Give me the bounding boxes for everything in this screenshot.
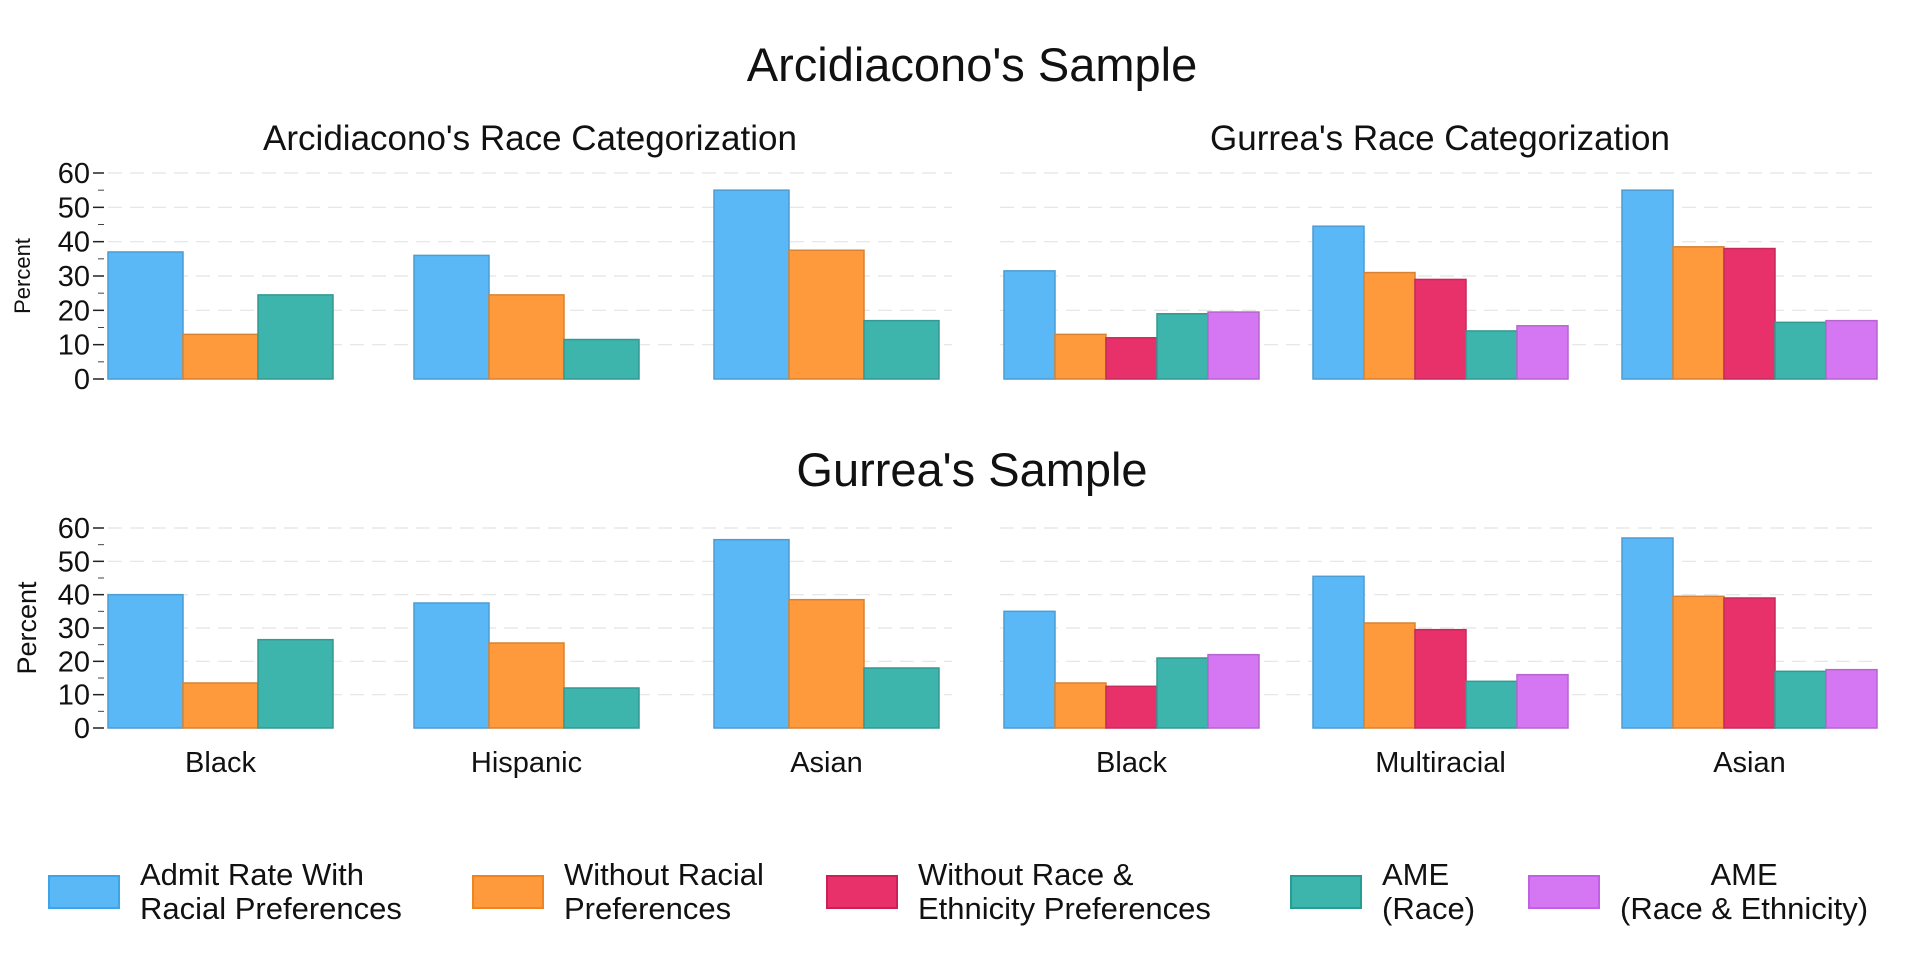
bar-r2-p2-black-ame-race-eth (1207, 653, 1260, 729)
bar-r1-p2-multiracial-without-race-eth (1414, 278, 1467, 380)
legend-label-ame-race-ethnicity: AME (Race & Ethnicity) (1620, 857, 1869, 926)
y-tick-label-1-20: 20 (58, 295, 90, 327)
legend-swatch-without-racial (472, 875, 544, 909)
x-category-label-p1-black: Black (185, 747, 256, 779)
bar-r2-p2-asian-without-race-eth (1723, 597, 1776, 729)
y-tick-label-1-60: 60 (58, 158, 90, 190)
x-category-label-p2-multiracial: Multiracial (1375, 747, 1506, 779)
bar-r2-p2-multiracial-ame-race-eth (1516, 673, 1569, 729)
bar-r1-p1-black-without-racial (182, 333, 259, 380)
bar-r1-p2-multiracial-without-racial (1363, 271, 1416, 380)
bar-r1-p2-asian-without-race-eth (1723, 247, 1776, 380)
panel-title-2: Gurrea's Race Categorization (1210, 119, 1670, 158)
bar-r1-p1-black-ame-race (257, 294, 334, 380)
bar-r2-p2-black-admit (1003, 610, 1056, 729)
legend-swatch-ame-race-ethnicity (1528, 875, 1600, 909)
bar-r2-p2-multiracial-admit (1312, 575, 1365, 729)
legend-swatch-admit (48, 875, 120, 909)
legend-item-ame-race-ethnicity: AME (Race & Ethnicity) (1528, 858, 1868, 926)
bar-r2-p1-black-without-racial (182, 682, 259, 729)
bar-r2-p1-black-admit (107, 593, 184, 729)
bar-r2-p2-black-without-racial (1054, 682, 1107, 729)
y-tick-label-2-50: 50 (58, 546, 90, 578)
legend-item-ame-race: AME (Race) (1290, 858, 1475, 926)
bar-r1-p1-hispanic-ame-race (563, 338, 640, 380)
y-tick-label-2-10: 10 (58, 680, 90, 712)
bar-r2-p1-black-ame-race (257, 638, 334, 729)
bar-r2-p1-hispanic-admit (413, 602, 490, 729)
y-tick-label-1-30: 30 (58, 261, 90, 293)
bar-r1-p1-hispanic-admit (413, 254, 490, 380)
bar-r2-p2-asian-ame-race-eth (1825, 668, 1878, 729)
legend-item-without-race-ethnicity: Without Race & Ethnicity Preferences (826, 858, 1211, 926)
y-tick-label-1-40: 40 (58, 227, 90, 259)
bar-r2-p2-black-ame-race (1156, 657, 1209, 729)
bar-r2-p2-multiracial-without-race-eth (1414, 628, 1467, 729)
y-tick-label-2-0: 0 (74, 713, 90, 745)
legend-label-without-racial: Without Racial Preferences (564, 857, 764, 926)
bar-r1-p2-black-admit (1003, 270, 1056, 380)
bar-r1-p2-multiracial-ame-race (1465, 330, 1518, 380)
x-category-label-p2-black: Black (1096, 747, 1167, 779)
panel-title-1: Arcidiacono's Race Categorization (263, 119, 797, 158)
legend-label-admit: Admit Rate With Racial Preferences (140, 857, 402, 926)
bar-r1-p2-black-ame-race-eth (1207, 311, 1260, 380)
bar-r1-p2-multiracial-admit (1312, 225, 1365, 380)
bar-r1-p2-black-without-racial (1054, 333, 1107, 380)
y-tick-label-1-50: 50 (58, 192, 90, 224)
legend-swatch-without-race-ethnicity (826, 875, 898, 909)
bar-r2-p2-black-without-race-eth (1105, 685, 1158, 729)
bar-r2-p1-asian-ame-race (863, 667, 940, 729)
row-title-1: Arcidiacono's Sample (747, 38, 1197, 91)
bar-r2-p1-hispanic-ame-race (563, 687, 640, 729)
bar-r1-p2-asian-admit (1621, 189, 1674, 380)
bar-r1-p2-asian-ame-race (1774, 321, 1827, 380)
bar-r1-p2-black-without-race-eth (1105, 337, 1158, 380)
y-tick-label-1-10: 10 (58, 330, 90, 362)
bar-r2-p2-asian-ame-race (1774, 670, 1827, 729)
y-axis-label-2: Percent (12, 581, 42, 675)
legend-label-without-race-ethnicity: Without Race & Ethnicity Preferences (918, 857, 1211, 926)
legend-label-ame-race: AME (Race) (1382, 857, 1476, 926)
bar-r1-p2-asian-without-racial (1672, 246, 1725, 380)
x-category-label-p1-asian: Asian (790, 747, 863, 779)
bar-r1-p1-hispanic-without-racial (488, 294, 565, 380)
y-axis-label-1: Percent (10, 238, 35, 314)
bar-r1-p1-asian-admit (713, 189, 790, 380)
legend-item-without-racial: Without Racial Preferences (472, 858, 764, 926)
bar-r1-p1-asian-ame-race (863, 319, 940, 380)
y-tick-label-2-60: 60 (58, 513, 90, 545)
legend-swatch-ame-race (1290, 875, 1362, 909)
bar-r2-p1-asian-without-racial (788, 598, 865, 729)
row-title-2: Gurrea's Sample (796, 443, 1147, 496)
y-tick-label-1-0: 0 (74, 364, 90, 396)
y-tick-label-2-30: 30 (58, 613, 90, 645)
bar-r1-p2-black-ame-race (1156, 313, 1209, 380)
bar-r1-p1-asian-without-racial (788, 249, 865, 380)
y-tick-label-2-40: 40 (58, 580, 90, 612)
bar-r2-p2-multiracial-ame-race (1465, 680, 1518, 729)
bar-r1-p1-black-admit (107, 251, 184, 380)
x-category-label-p2-asian: Asian (1713, 747, 1786, 779)
legend-item-admit: Admit Rate With Racial Preferences (48, 858, 402, 926)
bar-r2-p1-hispanic-without-racial (488, 642, 565, 729)
bar-r1-p2-asian-ame-race-eth (1825, 319, 1878, 380)
bar-r2-p2-asian-admit (1621, 537, 1674, 729)
bar-r2-p2-asian-without-racial (1672, 595, 1725, 729)
bar-r1-p2-multiracial-ame-race-eth (1516, 325, 1569, 380)
legend: Admit Rate With Racial Preferences Witho… (0, 840, 1918, 950)
y-tick-label-2-20: 20 (58, 646, 90, 678)
x-category-label-p1-hispanic: Hispanic (471, 747, 582, 779)
bar-r2-p1-asian-admit (713, 538, 790, 729)
bar-r2-p2-multiracial-without-racial (1363, 622, 1416, 729)
